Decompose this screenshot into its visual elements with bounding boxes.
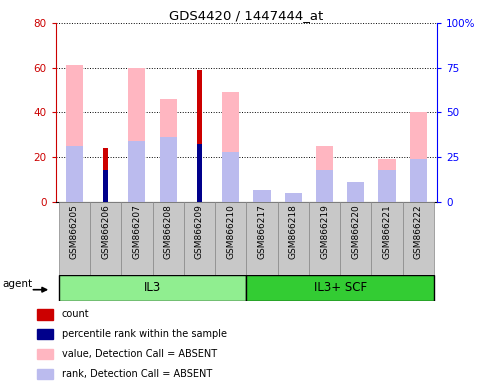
- Bar: [410, 113, 427, 202]
- Text: GSM866208: GSM866208: [164, 205, 172, 260]
- FancyBboxPatch shape: [184, 202, 215, 275]
- Title: GDS4420 / 1447444_at: GDS4420 / 1447444_at: [169, 9, 324, 22]
- Bar: [379, 170, 396, 202]
- Text: rank, Detection Call = ABSENT: rank, Detection Call = ABSENT: [62, 369, 212, 379]
- Text: percentile rank within the sample: percentile rank within the sample: [62, 329, 227, 339]
- FancyBboxPatch shape: [309, 202, 340, 275]
- Text: GSM866219: GSM866219: [320, 205, 329, 260]
- Text: GSM866206: GSM866206: [101, 205, 110, 260]
- Bar: [197, 70, 202, 202]
- Text: count: count: [62, 310, 89, 319]
- Bar: [197, 144, 202, 202]
- FancyBboxPatch shape: [371, 202, 403, 275]
- FancyBboxPatch shape: [215, 202, 246, 275]
- Bar: [103, 170, 108, 202]
- Bar: [379, 159, 396, 202]
- Text: GSM866222: GSM866222: [414, 205, 423, 259]
- Bar: [246, 275, 434, 301]
- FancyBboxPatch shape: [90, 202, 121, 275]
- Bar: [284, 193, 302, 202]
- Text: GSM866220: GSM866220: [351, 205, 360, 259]
- Bar: [38, 369, 53, 379]
- Bar: [254, 190, 270, 202]
- FancyBboxPatch shape: [340, 202, 371, 275]
- Bar: [66, 146, 83, 202]
- Text: IL3: IL3: [144, 281, 161, 294]
- Bar: [58, 275, 246, 301]
- Bar: [159, 99, 177, 202]
- Bar: [159, 137, 177, 202]
- Bar: [128, 141, 145, 202]
- Bar: [316, 170, 333, 202]
- FancyBboxPatch shape: [153, 202, 184, 275]
- Bar: [38, 349, 53, 359]
- FancyBboxPatch shape: [246, 202, 278, 275]
- Bar: [254, 190, 270, 202]
- Text: GSM866210: GSM866210: [226, 205, 235, 260]
- Text: agent: agent: [3, 280, 33, 290]
- Text: IL3+ SCF: IL3+ SCF: [313, 281, 367, 294]
- Bar: [66, 65, 83, 202]
- Text: value, Detection Call = ABSENT: value, Detection Call = ABSENT: [62, 349, 217, 359]
- Bar: [347, 182, 364, 202]
- Bar: [128, 68, 145, 202]
- FancyBboxPatch shape: [58, 202, 90, 275]
- Text: GSM866207: GSM866207: [132, 205, 142, 260]
- FancyBboxPatch shape: [278, 202, 309, 275]
- Bar: [410, 159, 427, 202]
- Text: GSM866205: GSM866205: [70, 205, 79, 260]
- FancyBboxPatch shape: [403, 202, 434, 275]
- Text: GSM866221: GSM866221: [383, 205, 392, 259]
- Bar: [38, 329, 53, 339]
- Bar: [284, 193, 302, 202]
- Bar: [222, 92, 239, 202]
- Bar: [222, 152, 239, 202]
- FancyBboxPatch shape: [121, 202, 153, 275]
- Bar: [38, 309, 53, 319]
- Text: GSM866209: GSM866209: [195, 205, 204, 260]
- Text: GSM866218: GSM866218: [289, 205, 298, 260]
- Text: GSM866217: GSM866217: [257, 205, 267, 260]
- Bar: [316, 146, 333, 202]
- Bar: [103, 148, 108, 202]
